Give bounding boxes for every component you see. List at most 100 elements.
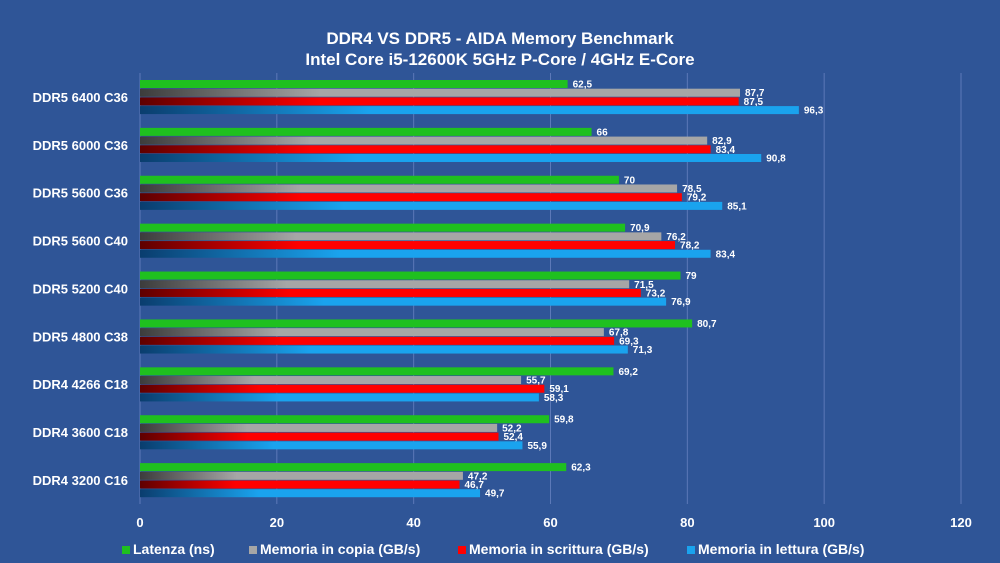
x-tick-label: 60 bbox=[543, 515, 557, 530]
bar bbox=[140, 432, 499, 441]
chart-title: DDR4 VS DDR5 - AIDA Memory Benchmark bbox=[326, 29, 674, 48]
bar bbox=[140, 367, 614, 376]
bar bbox=[140, 80, 568, 88]
data-label: 83,4 bbox=[716, 249, 736, 260]
data-label: 47,2 bbox=[468, 471, 488, 482]
bar bbox=[140, 415, 550, 424]
category-label: DDR4 4266 C18 bbox=[33, 377, 128, 392]
data-label: 69,2 bbox=[618, 367, 638, 378]
data-label: 83,4 bbox=[716, 145, 736, 156]
legend-swatch bbox=[122, 546, 130, 554]
data-label: 59,1 bbox=[549, 384, 569, 395]
legend-swatch bbox=[458, 546, 466, 554]
data-label: 76,9 bbox=[671, 297, 691, 308]
category-label: DDR4 3200 C16 bbox=[33, 473, 128, 488]
bar bbox=[140, 88, 741, 97]
x-tick-label: 100 bbox=[813, 515, 835, 530]
data-label: 71,5 bbox=[634, 280, 654, 291]
bar bbox=[140, 288, 641, 297]
data-label: 52,4 bbox=[504, 432, 524, 443]
data-label: 52,2 bbox=[502, 423, 522, 434]
data-label: 46,7 bbox=[465, 480, 485, 491]
category-label: DDR5 5600 C36 bbox=[33, 186, 128, 201]
category-label: DDR5 4800 C38 bbox=[33, 329, 128, 344]
data-label: 79 bbox=[685, 271, 697, 282]
bar bbox=[140, 97, 739, 106]
data-label: 66 bbox=[597, 127, 609, 138]
legend: Latenza (ns) Memoria in copia (GB/s) Memor… bbox=[122, 541, 864, 557]
data-label: 87,7 bbox=[745, 88, 765, 99]
data-label: 58,3 bbox=[544, 393, 564, 404]
data-label: 78,2 bbox=[680, 241, 700, 252]
category-label: DDR5 6000 C36 bbox=[33, 138, 128, 153]
data-label: 70 bbox=[624, 175, 636, 186]
legend-label: Memoria in lettura (GB/s) bbox=[698, 541, 864, 557]
bar bbox=[140, 136, 708, 145]
data-label: 96,3 bbox=[804, 106, 824, 117]
bar bbox=[140, 471, 463, 480]
data-label: 71,3 bbox=[633, 345, 653, 356]
bar bbox=[140, 184, 678, 193]
bar bbox=[140, 345, 628, 354]
bar bbox=[140, 249, 711, 258]
legend-label: Latenza (ns) bbox=[133, 541, 215, 557]
data-label: 85,1 bbox=[727, 201, 747, 212]
bar bbox=[140, 393, 539, 402]
bar bbox=[140, 441, 523, 450]
data-label: 70,9 bbox=[630, 223, 650, 234]
data-label: 78,5 bbox=[682, 184, 702, 195]
bar bbox=[140, 232, 662, 241]
bar bbox=[140, 153, 762, 162]
bar bbox=[140, 201, 723, 210]
bar bbox=[140, 489, 481, 498]
bar bbox=[140, 271, 681, 280]
data-label: 55,9 bbox=[527, 441, 547, 452]
bar bbox=[140, 480, 460, 489]
bar bbox=[140, 280, 630, 289]
data-label: 80,7 bbox=[697, 319, 717, 330]
bar bbox=[140, 175, 619, 184]
bar bbox=[140, 384, 545, 393]
category-label: DDR5 5600 C40 bbox=[33, 234, 128, 249]
data-label: 82,9 bbox=[712, 136, 732, 147]
category-label: DDR4 3600 C18 bbox=[33, 425, 128, 440]
x-tick-label: 120 bbox=[950, 515, 972, 530]
bars-group: 62,587,787,596,36682,983,490,87078,579,2… bbox=[140, 80, 824, 500]
bar bbox=[140, 328, 604, 337]
legend-swatch bbox=[687, 546, 695, 554]
data-label: 73,2 bbox=[646, 288, 666, 299]
data-label: 69,3 bbox=[619, 336, 639, 347]
bar bbox=[140, 223, 626, 232]
bar bbox=[140, 145, 711, 154]
grid-lines bbox=[139, 73, 962, 504]
bar bbox=[140, 463, 567, 472]
legend-swatch bbox=[249, 546, 257, 554]
data-label: 87,5 bbox=[744, 97, 764, 108]
x-tick-label: 80 bbox=[680, 515, 694, 530]
data-label: 55,7 bbox=[526, 376, 546, 387]
legend-label: Memoria in scrittura (GB/s) bbox=[469, 541, 649, 557]
data-label: 90,8 bbox=[766, 153, 786, 164]
legend-label: Memoria in copia (GB/s) bbox=[260, 541, 420, 557]
bar bbox=[140, 127, 592, 136]
data-label: 67,8 bbox=[609, 328, 629, 339]
category-labels: DDR5 6400 C36 DDR5 6000 C36 DDR5 5600 C36 D… bbox=[33, 90, 128, 488]
category-label: DDR5 5200 C40 bbox=[33, 281, 128, 296]
data-label: 62,5 bbox=[573, 80, 593, 91]
data-label: 49,7 bbox=[485, 489, 505, 500]
x-tick-label: 40 bbox=[406, 515, 420, 530]
x-axis-ticks: 0 20 40 60 80 100 120 bbox=[136, 515, 971, 530]
data-label: 79,2 bbox=[687, 193, 707, 204]
bar bbox=[140, 241, 676, 250]
bar bbox=[140, 193, 682, 202]
bar bbox=[140, 423, 498, 432]
bar bbox=[140, 297, 667, 306]
data-label: 62,3 bbox=[571, 463, 591, 474]
data-label: 59,8 bbox=[554, 415, 574, 426]
x-tick-label: 0 bbox=[136, 515, 143, 530]
x-tick-label: 20 bbox=[270, 515, 284, 530]
bar bbox=[140, 336, 615, 345]
bar bbox=[140, 106, 799, 115]
bar bbox=[140, 319, 693, 328]
